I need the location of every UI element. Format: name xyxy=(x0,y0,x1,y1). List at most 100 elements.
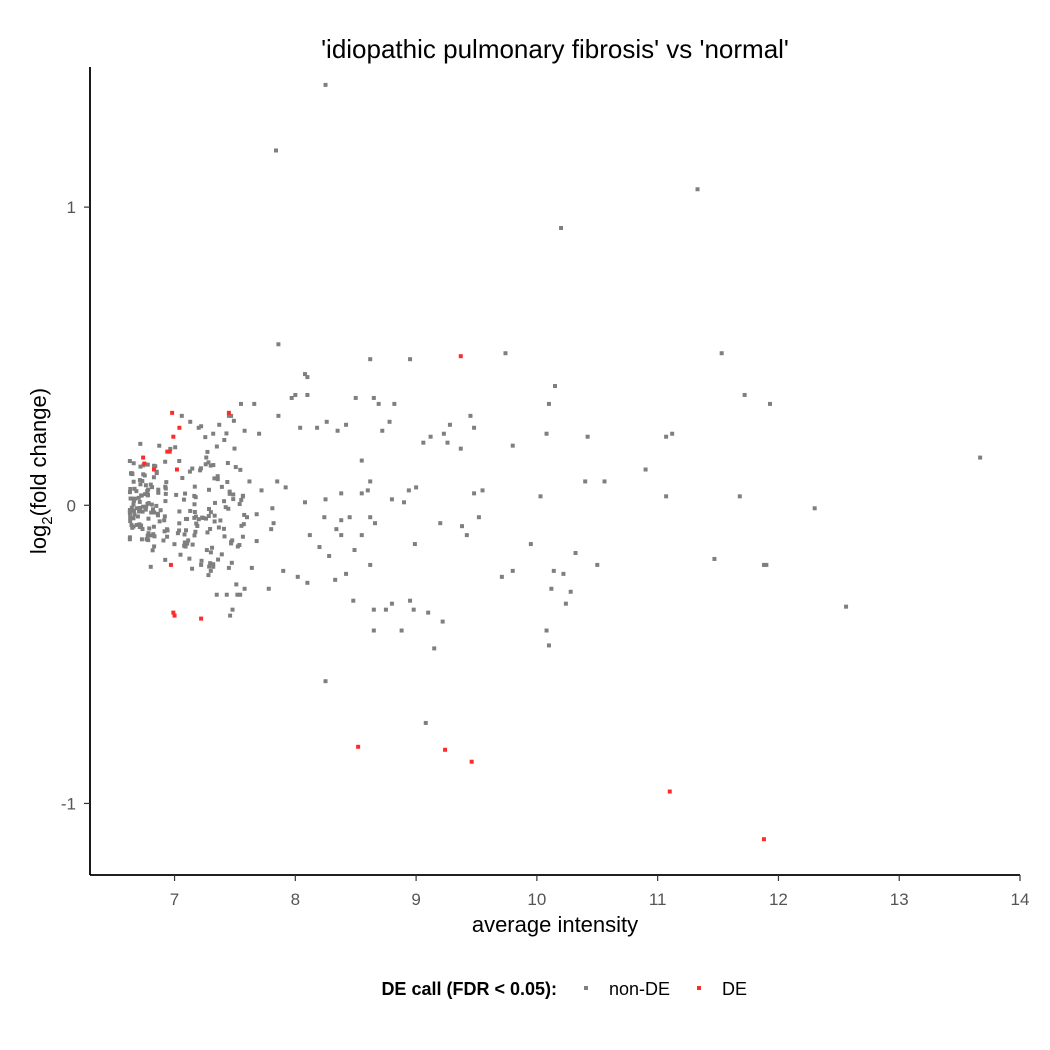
data-point-non-de xyxy=(163,486,168,491)
data-point-non-de xyxy=(266,586,271,591)
data-point-non-de xyxy=(229,413,234,418)
data-point-non-de xyxy=(812,506,817,511)
data-point-non-de xyxy=(181,497,186,502)
data-point-non-de xyxy=(344,571,349,576)
data-point-non-de xyxy=(131,461,136,466)
data-point-non-de xyxy=(365,488,370,493)
data-point-de xyxy=(171,610,176,615)
data-point-non-de xyxy=(137,499,142,504)
data-point-non-de xyxy=(156,490,161,495)
data-point-non-de xyxy=(242,586,247,591)
data-point-non-de xyxy=(192,533,197,538)
data-point-non-de xyxy=(235,592,240,597)
de-points xyxy=(141,354,766,842)
data-point-non-de xyxy=(305,580,310,585)
data-point-non-de xyxy=(214,592,219,597)
data-point-non-de xyxy=(389,497,394,502)
data-point-non-de xyxy=(222,437,227,442)
data-point-non-de xyxy=(399,628,404,633)
data-point-non-de xyxy=(131,502,136,507)
data-point-non-de xyxy=(206,514,211,519)
data-point-non-de xyxy=(468,413,473,418)
data-point-non-de xyxy=(347,515,352,520)
data-point-non-de xyxy=(458,446,463,451)
data-point-non-de xyxy=(158,508,163,513)
data-point-de xyxy=(170,410,175,415)
data-point-non-de xyxy=(168,446,173,451)
data-point-non-de xyxy=(140,509,145,514)
data-point-non-de xyxy=(242,428,247,433)
data-point-non-de xyxy=(232,446,237,451)
data-point-non-de xyxy=(408,598,413,603)
data-point-non-de xyxy=(187,469,192,474)
data-point-non-de xyxy=(183,544,188,549)
data-point-non-de xyxy=(139,493,144,498)
data-point-non-de xyxy=(198,468,203,473)
data-point-non-de xyxy=(131,498,136,503)
data-point-non-de xyxy=(339,533,344,538)
data-point-non-de xyxy=(283,485,288,490)
data-point-non-de xyxy=(546,401,551,406)
data-point-non-de xyxy=(254,512,259,517)
data-point-non-de xyxy=(208,526,213,531)
data-point-non-de xyxy=(163,499,168,504)
data-point-non-de xyxy=(549,586,554,591)
data-point-non-de xyxy=(389,601,394,606)
data-point-non-de xyxy=(411,607,416,612)
data-point-non-de xyxy=(221,526,226,531)
y-axis-title: log2(fold change) xyxy=(26,388,56,554)
data-point-non-de xyxy=(128,496,133,501)
x-tick-label: 7 xyxy=(170,890,179,909)
data-point-non-de xyxy=(150,548,155,553)
data-point-non-de xyxy=(206,506,211,511)
data-point-non-de xyxy=(231,418,236,423)
y-axis-title-rest: (fold change) xyxy=(26,388,51,516)
data-point-non-de xyxy=(371,607,376,612)
data-point-non-de xyxy=(335,428,340,433)
data-point-non-de xyxy=(199,558,204,563)
data-point-non-de xyxy=(225,480,230,485)
data-point-non-de xyxy=(190,542,195,547)
data-point-non-de xyxy=(695,187,700,192)
data-point-non-de xyxy=(217,422,222,427)
data-point-de xyxy=(458,354,463,359)
data-point-non-de xyxy=(563,601,568,606)
data-point-non-de xyxy=(131,479,136,484)
data-point-non-de xyxy=(206,573,211,578)
data-point-non-de xyxy=(339,491,344,496)
data-point-non-de xyxy=(183,491,188,496)
data-point-non-de xyxy=(643,467,648,472)
data-point-non-de xyxy=(215,477,220,482)
data-point-non-de xyxy=(573,550,578,555)
data-point-non-de xyxy=(499,574,504,579)
data-point-non-de xyxy=(412,542,417,547)
data-point-non-de xyxy=(157,519,162,524)
data-point-non-de xyxy=(199,424,204,429)
data-point-non-de xyxy=(432,646,437,651)
data-point-non-de xyxy=(137,478,142,483)
data-point-non-de xyxy=(143,483,148,488)
data-point-non-de xyxy=(208,561,213,566)
data-point-non-de xyxy=(476,515,481,520)
data-point-non-de xyxy=(188,419,193,424)
data-point-non-de xyxy=(602,479,607,484)
data-point-non-de xyxy=(368,357,373,362)
data-point-non-de xyxy=(138,482,143,487)
data-point-non-de xyxy=(274,148,278,153)
data-point-non-de xyxy=(275,479,280,484)
data-point-non-de xyxy=(135,514,140,519)
data-point-non-de xyxy=(844,604,849,609)
data-point-non-de xyxy=(670,431,675,436)
data-point-non-de xyxy=(211,562,216,567)
legend-key-de xyxy=(697,986,701,990)
data-point-non-de xyxy=(148,482,153,487)
data-point-non-de xyxy=(408,357,413,362)
data-point-non-de xyxy=(145,493,150,498)
non-de-points xyxy=(127,82,983,725)
data-point-non-de xyxy=(188,508,193,513)
data-point-non-de xyxy=(140,504,145,509)
data-point-non-de xyxy=(204,516,209,521)
data-point-non-de xyxy=(198,466,203,471)
data-point-non-de xyxy=(359,458,364,463)
data-point-non-de xyxy=(179,413,184,418)
